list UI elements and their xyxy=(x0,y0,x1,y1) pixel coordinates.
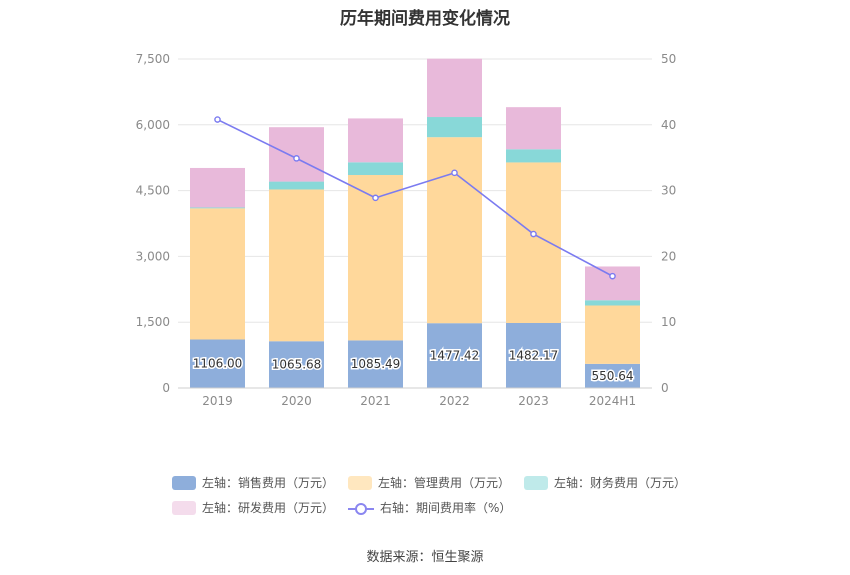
bar-1-2020 xyxy=(269,341,324,388)
left-tick-label: 1,500 xyxy=(136,315,170,329)
x-tick-label: 2019 xyxy=(202,394,233,408)
line-series xyxy=(214,116,616,280)
legend-line-icon xyxy=(348,501,375,515)
bar-3-2021 xyxy=(348,162,403,176)
bar-2-2020 xyxy=(269,189,324,342)
bar-value-label: 1106.00 xyxy=(193,357,243,371)
grid-lines xyxy=(178,58,652,389)
left-tick-label: 7,500 xyxy=(136,52,170,66)
left-axis: 0 1,500 3,000 4,500 6,000 7,500 xyxy=(136,52,170,395)
line-point xyxy=(609,272,616,280)
bar-3-2024H1 xyxy=(585,300,640,306)
bar-1-2024H1 xyxy=(585,363,640,388)
bar-3-2020 xyxy=(269,181,324,190)
bar-2-2022 xyxy=(427,137,482,324)
legend-swatch-finance xyxy=(524,475,549,490)
bar-1-2019 xyxy=(190,339,245,388)
line-point xyxy=(293,155,300,162)
line-point xyxy=(451,169,458,177)
bar-value-label: 1482.17 xyxy=(509,348,559,362)
bar-4-2022 xyxy=(427,58,482,118)
legend-label-admin: 左轴：管理费用（万元） xyxy=(378,476,511,490)
legend-label-sales: 左轴：销售费用（万元） xyxy=(202,476,335,490)
x-tick-label: 2022 xyxy=(439,394,470,408)
bar-4-2023 xyxy=(506,107,561,150)
legend-item-expense-rate[interactable]: 右轴：期间费用率（%） xyxy=(348,499,511,516)
left-tick-label: 4,500 xyxy=(136,184,170,198)
legend-label-finance: 左轴：财务费用（万元） xyxy=(554,476,687,490)
x-axis: 2019 2020 2021 2022 2023 2024H1 xyxy=(178,387,652,408)
legend-swatch-sales xyxy=(172,475,196,490)
legend-item-rd[interactable]: 左轴：研发费用（万元） xyxy=(172,499,334,516)
bar-3-2022 xyxy=(427,117,482,138)
line-point xyxy=(214,116,221,123)
legend-row-2: 左轴：研发费用（万元） 右轴：期间费用率（%） xyxy=(172,495,692,520)
bar-4-2020 xyxy=(269,127,324,182)
bar-2-2021 xyxy=(348,175,403,341)
right-tick-label: 30 xyxy=(661,184,676,198)
right-axis: 0 10 20 30 40 50 xyxy=(661,52,676,395)
bar-value-label: 550.64 xyxy=(592,369,634,383)
right-tick-label: 50 xyxy=(661,52,676,66)
chart-canvas: 0 1,500 3,000 4,500 6,000 7,500 0 10 20 30 40 50 1… xyxy=(136,52,677,408)
bar-value-label: 1085.49 xyxy=(351,357,401,371)
legend: 左轴：销售费用（万元） 左轴：管理费用（万元） 左轴：财务费用（万元） 左轴：研… xyxy=(172,470,692,520)
left-tick-label: 0 xyxy=(162,381,170,395)
x-tick-label: 2023 xyxy=(518,394,549,408)
bar-2-2019 xyxy=(190,208,245,340)
bar-value-label: 1477.42 xyxy=(430,349,480,363)
bar-series: 1106.00 1065.68 1085.49 1477.42 1482.17 550.6… xyxy=(190,58,640,388)
legend-swatch-admin xyxy=(348,475,373,490)
right-tick-label: 20 xyxy=(661,249,676,263)
line-point xyxy=(372,194,379,202)
legend-swatch-rd xyxy=(172,500,196,515)
expense-rate-line xyxy=(217,118,613,277)
bar-4-2019 xyxy=(190,167,245,208)
legend-item-admin[interactable]: 左轴：管理费用（万元） xyxy=(348,474,510,491)
bar-4-2021 xyxy=(348,118,403,163)
data-source: 数据来源：恒生聚源 xyxy=(366,550,484,565)
right-tick-label: 10 xyxy=(661,315,676,329)
bar-2-2024H1 xyxy=(585,305,640,364)
x-tick-label: 2020 xyxy=(281,394,312,408)
left-tick-label: 6,000 xyxy=(136,118,170,132)
legend-item-finance[interactable]: 左轴：财务费用（万元） xyxy=(524,474,686,491)
left-tick-label: 3,000 xyxy=(136,249,170,263)
right-tick-label: 40 xyxy=(661,118,676,132)
bar-3-2019 xyxy=(190,207,245,209)
bar-4-2024H1 xyxy=(585,266,640,301)
bar-1-2023 xyxy=(506,322,561,388)
bar-3-2023 xyxy=(506,149,561,163)
chart-title: 历年期间费用变化情况 xyxy=(340,9,510,29)
x-tick-label: 2024H1 xyxy=(589,394,636,408)
bar-2-2023 xyxy=(506,162,561,323)
right-tick-label: 0 xyxy=(661,381,669,395)
line-point xyxy=(530,230,537,238)
legend-item-sales[interactable]: 左轴：销售费用（万元） xyxy=(172,474,334,491)
legend-label-expense-rate: 右轴：期间费用率（%） xyxy=(380,501,512,515)
bar-1-2022 xyxy=(427,323,482,388)
bar-1-2021 xyxy=(348,340,403,388)
legend-row-1: 左轴：销售费用（万元） 左轴：管理费用（万元） 左轴：财务费用（万元） xyxy=(172,470,692,495)
x-tick-label: 2021 xyxy=(360,394,391,408)
bar-value-label: 1065.68 xyxy=(272,358,322,372)
legend-label-rd: 左轴：研发费用（万元） xyxy=(202,501,335,515)
